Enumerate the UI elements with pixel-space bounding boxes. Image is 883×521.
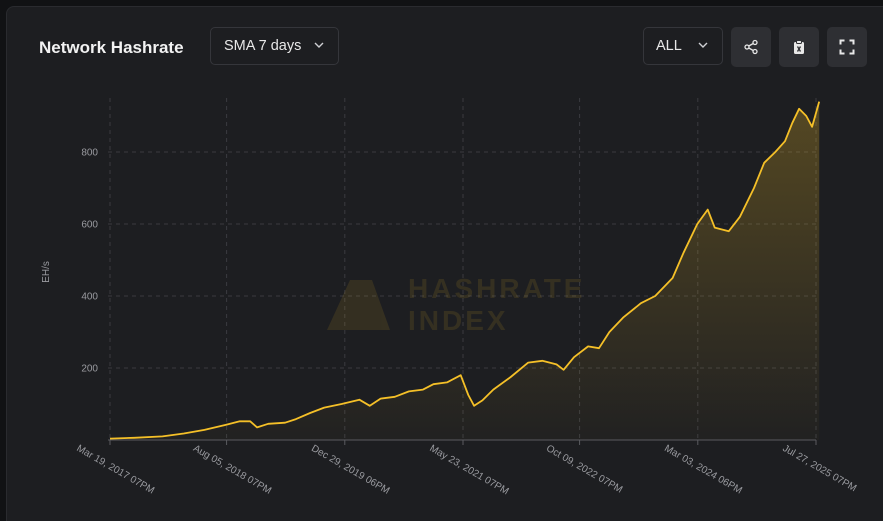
sma-label: SMA 7 days: [224, 38, 302, 54]
x-tick-label: Mar 19, 2017 07PM: [75, 443, 157, 496]
x-tick-label: Aug 05, 2018 07PM: [191, 443, 273, 497]
sma-dropdown[interactable]: SMA 7 days: [210, 27, 339, 65]
fullscreen-icon: [839, 39, 855, 55]
y-tick-label: 200: [81, 364, 98, 375]
x-tick-label: Mar 03, 2024 06PM: [662, 443, 744, 496]
x-tick-label: May 23, 2021 07PM: [428, 443, 511, 497]
watermark-logo-icon: [327, 280, 390, 330]
x-tick-label: Oct 09, 2022 07PM: [544, 443, 624, 496]
y-tick-label: 400: [81, 292, 98, 303]
watermark-line1: HASHRATE: [408, 273, 585, 304]
range-label: ALL: [656, 38, 682, 54]
chevron-down-icon: [314, 42, 324, 48]
y-tick-label: 800: [81, 148, 98, 159]
hashrate-line: [109, 101, 821, 440]
chart-title: Network Hashrate: [39, 38, 184, 57]
share-icon: [744, 39, 758, 55]
clipboard-button[interactable]: [779, 27, 819, 67]
range-dropdown[interactable]: ALL: [643, 27, 723, 65]
y-tick-label: 600: [81, 220, 98, 231]
x-tick-label: Dec 29, 2019 06PM: [309, 443, 391, 497]
hashrate-area: [110, 101, 820, 440]
watermark-line2: INDEX: [408, 305, 509, 336]
fullscreen-button[interactable]: [827, 27, 867, 67]
share-button[interactable]: [731, 27, 771, 67]
clipboard-icon: [794, 40, 804, 54]
chevron-down-icon: [698, 42, 708, 48]
x-tick-label: Jul 27, 2025 07PM: [781, 443, 859, 494]
y-axis-label: EH/s: [41, 261, 52, 283]
watermark: HASHRATE INDEX: [327, 273, 585, 336]
